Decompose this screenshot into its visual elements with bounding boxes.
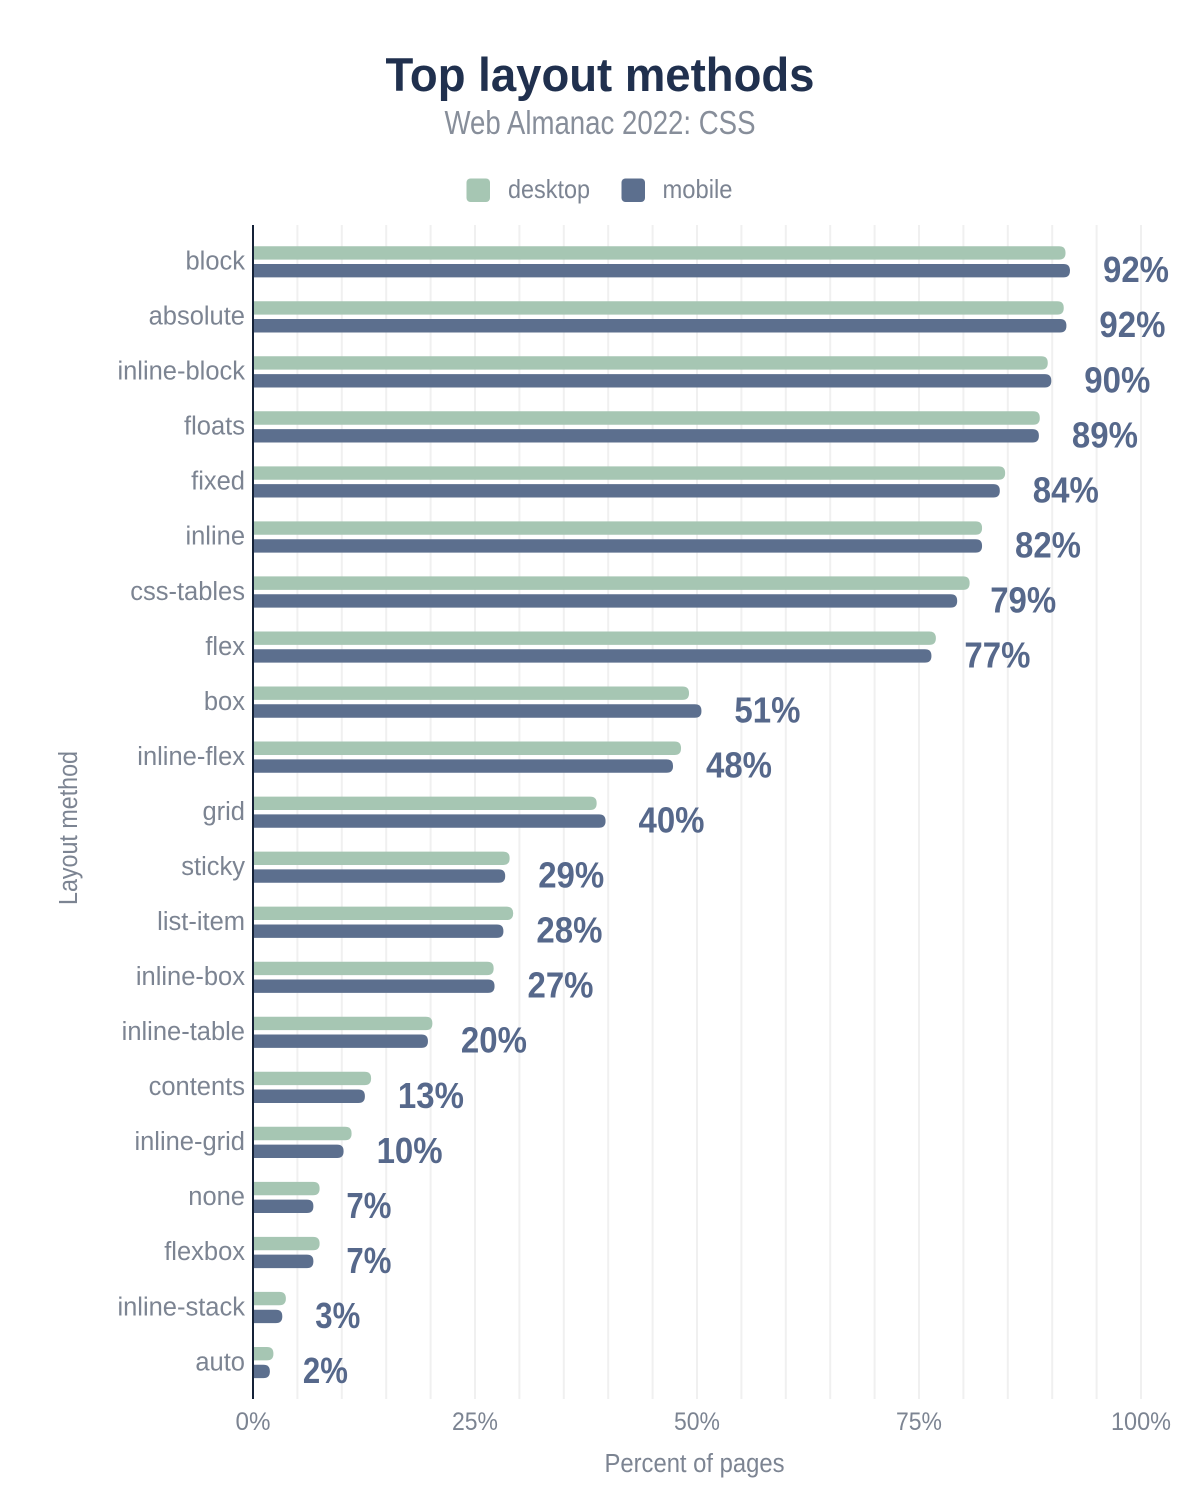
svg-text:mobile: mobile [663,174,733,204]
svg-text:82%: 82% [1015,524,1081,565]
svg-text:92%: 92% [1099,304,1165,345]
svg-text:100%: 100% [1111,1408,1171,1436]
svg-text:10%: 10% [377,1130,443,1171]
svg-text:2%: 2% [303,1350,348,1391]
svg-text:inline-table: inline-table [122,1018,245,1046]
svg-text:inline-stack: inline-stack [117,1293,245,1321]
svg-text:0%: 0% [236,1408,271,1436]
svg-text:79%: 79% [990,579,1056,620]
svg-text:25%: 25% [452,1408,498,1436]
svg-text:Top layout methods: Top layout methods [386,48,815,101]
svg-text:block: block [185,248,245,276]
svg-text:29%: 29% [538,855,604,896]
svg-text:13%: 13% [398,1075,464,1116]
svg-text:89%: 89% [1072,414,1138,455]
svg-text:fixed: fixed [191,468,245,496]
svg-text:desktop: desktop [508,174,590,204]
svg-text:list-item: list-item [157,908,245,936]
svg-text:inline-block: inline-block [117,358,245,386]
svg-text:Percent of pages: Percent of pages [605,1450,785,1478]
svg-text:27%: 27% [528,965,594,1006]
svg-text:css-tables: css-tables [130,578,245,606]
svg-text:51%: 51% [734,690,800,731]
svg-text:77%: 77% [964,635,1030,676]
svg-text:box: box [204,688,245,716]
svg-text:92%: 92% [1103,249,1169,290]
svg-text:20%: 20% [461,1020,527,1061]
svg-text:floats: floats [184,413,245,441]
svg-text:28%: 28% [536,910,602,951]
svg-text:Web Almanac 2022: CSS: Web Almanac 2022: CSS [445,104,756,141]
svg-text:absolute: absolute [149,303,245,331]
svg-text:7%: 7% [346,1240,391,1281]
svg-text:7%: 7% [346,1185,391,1226]
svg-text:inline: inline [185,523,245,551]
svg-text:auto: auto [195,1348,245,1376]
svg-text:none: none [188,1183,245,1211]
svg-text:Layout method: Layout method [55,751,83,905]
svg-text:flex: flex [205,633,245,661]
svg-text:inline-box: inline-box [136,963,245,991]
svg-text:40%: 40% [639,800,705,841]
svg-text:75%: 75% [896,1408,942,1436]
svg-text:48%: 48% [706,745,772,786]
svg-text:inline-flex: inline-flex [137,743,245,771]
svg-text:84%: 84% [1033,469,1099,510]
svg-text:flexbox: flexbox [164,1238,245,1266]
svg-text:50%: 50% [674,1408,720,1436]
svg-text:3%: 3% [315,1295,360,1336]
svg-text:inline-grid: inline-grid [134,1128,245,1156]
svg-text:grid: grid [202,798,245,826]
svg-text:sticky: sticky [181,853,245,881]
svg-text:contents: contents [149,1073,245,1101]
svg-text:90%: 90% [1084,359,1150,400]
